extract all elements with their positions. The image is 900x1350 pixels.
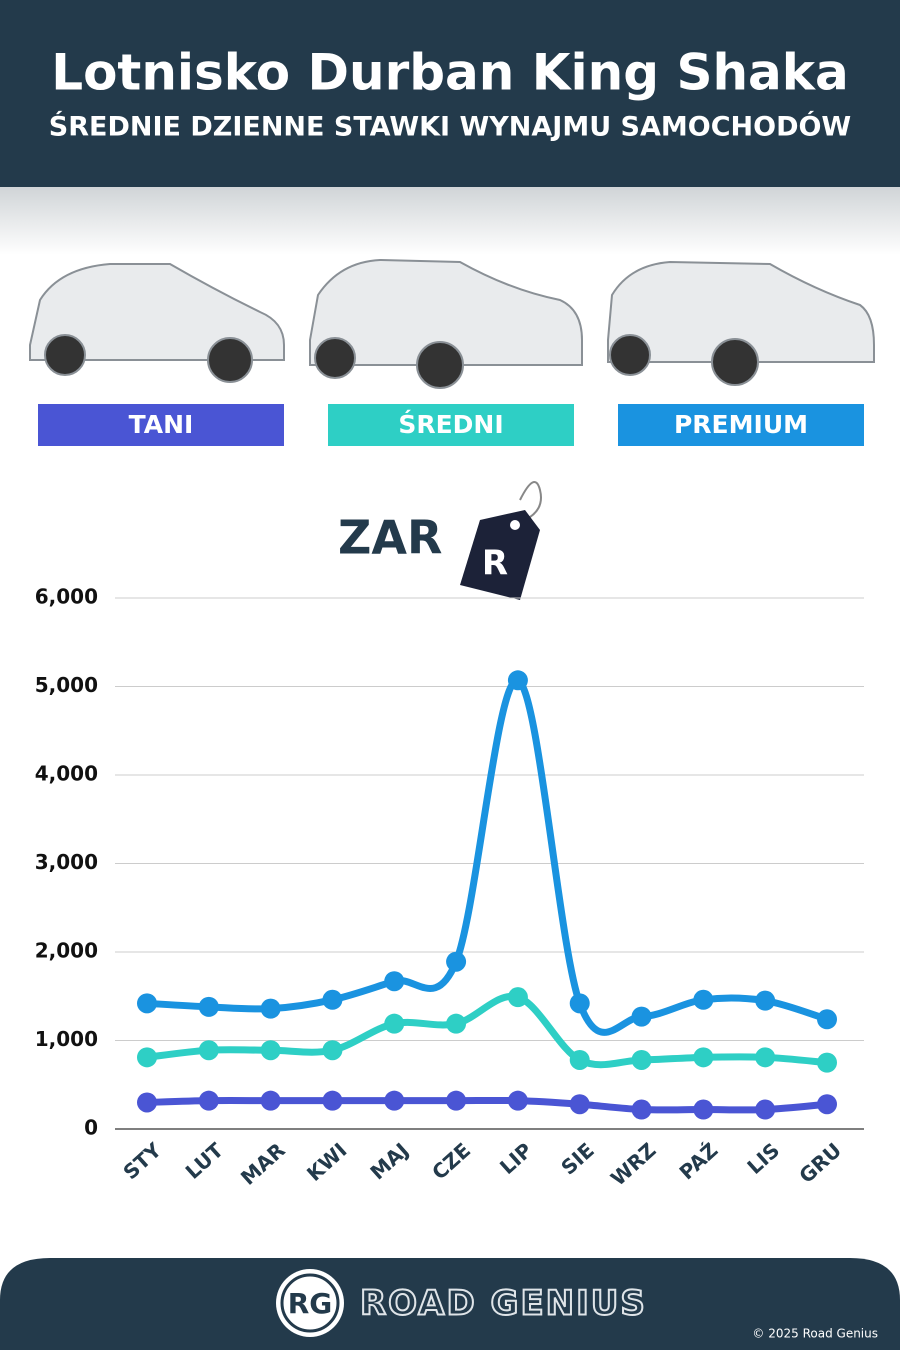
- data-point: [446, 1090, 467, 1111]
- data-point: [631, 1099, 652, 1120]
- legend-label: ŚREDNI: [398, 409, 503, 439]
- data-point: [384, 1013, 405, 1034]
- data-point: [507, 670, 528, 691]
- data-point: [755, 1047, 776, 1068]
- data-point: [260, 1040, 281, 1061]
- data-point: [137, 1047, 157, 1068]
- data-point: [755, 1099, 776, 1120]
- y-tick-label: 2,000: [35, 939, 98, 963]
- data-point: [446, 1013, 467, 1034]
- data-point: [817, 1052, 837, 1073]
- series-line: [143, 676, 831, 1036]
- data-point: [631, 1049, 652, 1070]
- data-point: [198, 996, 219, 1017]
- data-point: [569, 1049, 590, 1070]
- y-tick-label: 1,000: [35, 1027, 98, 1051]
- data-point: [137, 993, 157, 1014]
- legend-swatch: [328, 404, 574, 446]
- data-point: [198, 1090, 219, 1111]
- data-point: [198, 1040, 219, 1061]
- data-point: [693, 1047, 714, 1068]
- data-point: [693, 989, 714, 1010]
- header: [0, 0, 900, 187]
- logo-circle: [276, 1269, 344, 1337]
- data-point: [693, 1099, 714, 1120]
- data-point: [569, 993, 590, 1014]
- data-point: [817, 1009, 837, 1030]
- data-point: [507, 987, 528, 1008]
- data-point: [137, 1092, 157, 1113]
- logo-ring: [280, 1273, 340, 1333]
- car-economy: [29, 263, 285, 383]
- y-tick-label: 6,000: [35, 585, 98, 609]
- data-point: [507, 1090, 528, 1111]
- copyright: © 2025 Road Genius: [752, 1327, 878, 1341]
- data-point: [384, 971, 405, 992]
- data-point: [322, 989, 343, 1010]
- legend-label: PREMIUM: [674, 410, 808, 439]
- car-premium: [607, 260, 875, 386]
- y-tick-label: 4,000: [35, 762, 98, 786]
- legend-swatch: [38, 404, 284, 446]
- data-point: [260, 998, 281, 1019]
- y-tick-label: 5,000: [35, 673, 98, 697]
- y-tick-label: 0: [84, 1116, 98, 1140]
- data-point: [322, 1090, 343, 1111]
- legend-label: TANI: [129, 410, 194, 439]
- data-point: [260, 1090, 281, 1111]
- data-point: [384, 1090, 405, 1111]
- data-point: [755, 990, 776, 1011]
- logo-text: RG: [288, 1287, 333, 1320]
- currency-symbol: R: [482, 544, 508, 584]
- data-point: [631, 1006, 652, 1027]
- price-tag: R: [460, 481, 542, 600]
- brand: ROAD GENIUS: [360, 1284, 647, 1324]
- car-icons: [29, 258, 875, 389]
- legend-swatch: [618, 404, 864, 446]
- footer: [0, 1258, 900, 1350]
- data-point: [817, 1094, 837, 1115]
- y-axis-label: ZAR: [338, 511, 442, 565]
- data-point: [322, 1040, 343, 1061]
- data-point: [446, 951, 467, 972]
- subtitle: ŚREDNIE DZIENNE STAWKI WYNAJMU SAMOCHODÓ…: [49, 111, 851, 143]
- header-shadow: [0, 185, 900, 255]
- car-midsize: [309, 258, 583, 389]
- title: Lotnisko Durban King Shaka: [51, 44, 849, 102]
- y-tick-label: 3,000: [35, 850, 98, 874]
- data-point: [569, 1094, 590, 1115]
